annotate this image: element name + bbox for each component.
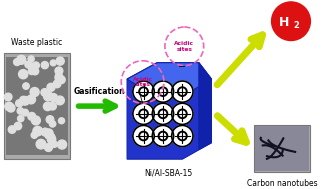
- Circle shape: [179, 89, 185, 94]
- Circle shape: [14, 122, 22, 130]
- Polygon shape: [127, 63, 212, 159]
- Circle shape: [53, 80, 61, 88]
- Circle shape: [31, 116, 40, 125]
- Circle shape: [46, 116, 54, 123]
- Circle shape: [179, 133, 185, 139]
- Circle shape: [55, 74, 63, 82]
- Circle shape: [158, 109, 168, 119]
- Circle shape: [17, 108, 24, 114]
- Circle shape: [43, 92, 53, 101]
- Circle shape: [5, 102, 13, 111]
- Text: Carbon nanotubes: Carbon nanotubes: [247, 179, 318, 188]
- Circle shape: [31, 132, 38, 138]
- Text: H: H: [279, 16, 289, 29]
- Circle shape: [47, 135, 56, 143]
- Circle shape: [139, 131, 148, 141]
- Circle shape: [133, 103, 154, 124]
- FancyBboxPatch shape: [4, 53, 70, 159]
- Circle shape: [41, 89, 49, 96]
- Circle shape: [160, 133, 166, 139]
- Circle shape: [28, 112, 36, 120]
- Circle shape: [23, 83, 29, 89]
- Circle shape: [36, 139, 46, 149]
- Circle shape: [57, 76, 65, 84]
- Circle shape: [179, 111, 185, 117]
- FancyBboxPatch shape: [6, 57, 68, 155]
- Text: Gasification: Gasification: [74, 88, 126, 96]
- Circle shape: [18, 70, 28, 79]
- Circle shape: [178, 109, 187, 119]
- Circle shape: [27, 95, 36, 104]
- Circle shape: [139, 87, 148, 96]
- Circle shape: [8, 126, 16, 133]
- Circle shape: [178, 87, 187, 96]
- Circle shape: [41, 62, 48, 69]
- Circle shape: [51, 141, 58, 147]
- Circle shape: [139, 109, 148, 119]
- Polygon shape: [127, 63, 212, 94]
- Circle shape: [28, 56, 34, 62]
- Circle shape: [158, 131, 168, 141]
- Text: Acidic
sites: Acidic sites: [133, 77, 153, 87]
- Circle shape: [172, 103, 193, 124]
- Circle shape: [49, 121, 56, 127]
- Polygon shape: [199, 63, 212, 149]
- Circle shape: [133, 125, 154, 147]
- Circle shape: [178, 131, 187, 141]
- Circle shape: [57, 140, 67, 149]
- Circle shape: [14, 59, 20, 66]
- Circle shape: [49, 102, 56, 110]
- Text: Acidic
sites: Acidic sites: [174, 41, 194, 52]
- Circle shape: [22, 109, 29, 116]
- Text: Ni/Al-SBA-15: Ni/Al-SBA-15: [145, 169, 193, 178]
- Circle shape: [172, 125, 193, 147]
- Circle shape: [55, 73, 63, 81]
- Circle shape: [7, 104, 15, 112]
- Text: Waste plastic: Waste plastic: [11, 38, 63, 47]
- Circle shape: [26, 61, 33, 68]
- Circle shape: [272, 2, 310, 40]
- Circle shape: [152, 81, 174, 102]
- Circle shape: [33, 126, 42, 136]
- Circle shape: [25, 61, 31, 68]
- FancyBboxPatch shape: [254, 125, 310, 172]
- Circle shape: [4, 93, 12, 101]
- Circle shape: [17, 55, 26, 64]
- Circle shape: [55, 67, 63, 75]
- Circle shape: [160, 89, 166, 94]
- Circle shape: [20, 96, 27, 103]
- Circle shape: [141, 111, 146, 117]
- Circle shape: [44, 129, 53, 138]
- Circle shape: [59, 118, 64, 124]
- Circle shape: [160, 111, 166, 117]
- Circle shape: [32, 62, 40, 69]
- Circle shape: [152, 125, 174, 147]
- Circle shape: [172, 81, 193, 102]
- Circle shape: [133, 81, 154, 102]
- Circle shape: [41, 128, 49, 136]
- Circle shape: [28, 67, 35, 75]
- Circle shape: [50, 94, 58, 102]
- Circle shape: [47, 83, 55, 91]
- Circle shape: [50, 60, 56, 66]
- Circle shape: [17, 115, 24, 122]
- Circle shape: [141, 133, 146, 139]
- Circle shape: [49, 134, 55, 139]
- Circle shape: [43, 102, 52, 111]
- Circle shape: [50, 141, 56, 147]
- FancyBboxPatch shape: [255, 126, 309, 171]
- Circle shape: [152, 103, 174, 124]
- Circle shape: [31, 68, 39, 75]
- Circle shape: [56, 57, 64, 65]
- Circle shape: [21, 97, 29, 105]
- Circle shape: [141, 89, 146, 94]
- Circle shape: [55, 96, 64, 105]
- Circle shape: [158, 87, 168, 96]
- Circle shape: [45, 132, 52, 139]
- Circle shape: [44, 144, 52, 151]
- Text: 2: 2: [293, 21, 299, 30]
- Circle shape: [16, 100, 23, 107]
- Circle shape: [30, 88, 39, 97]
